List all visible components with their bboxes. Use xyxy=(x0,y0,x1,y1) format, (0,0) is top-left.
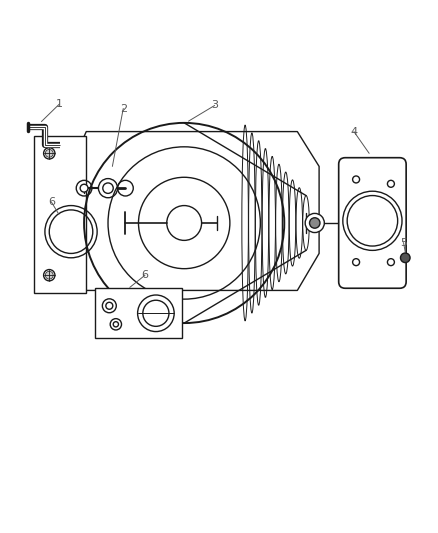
Text: 6: 6 xyxy=(48,197,55,207)
Polygon shape xyxy=(34,136,86,293)
Bar xyxy=(95,288,182,338)
Text: 1: 1 xyxy=(56,99,63,109)
Circle shape xyxy=(113,322,118,327)
Circle shape xyxy=(46,149,53,157)
Circle shape xyxy=(400,253,410,263)
Circle shape xyxy=(46,271,53,279)
Circle shape xyxy=(167,206,201,240)
Circle shape xyxy=(310,218,320,228)
Text: 2: 2 xyxy=(120,103,127,114)
Text: 5: 5 xyxy=(400,238,407,247)
Text: 4: 4 xyxy=(350,126,357,136)
Circle shape xyxy=(106,302,113,309)
Text: 3: 3 xyxy=(211,100,218,110)
Text: 6: 6 xyxy=(141,270,148,280)
Circle shape xyxy=(80,184,88,192)
Circle shape xyxy=(103,183,113,193)
Circle shape xyxy=(305,213,324,232)
FancyBboxPatch shape xyxy=(339,158,406,288)
